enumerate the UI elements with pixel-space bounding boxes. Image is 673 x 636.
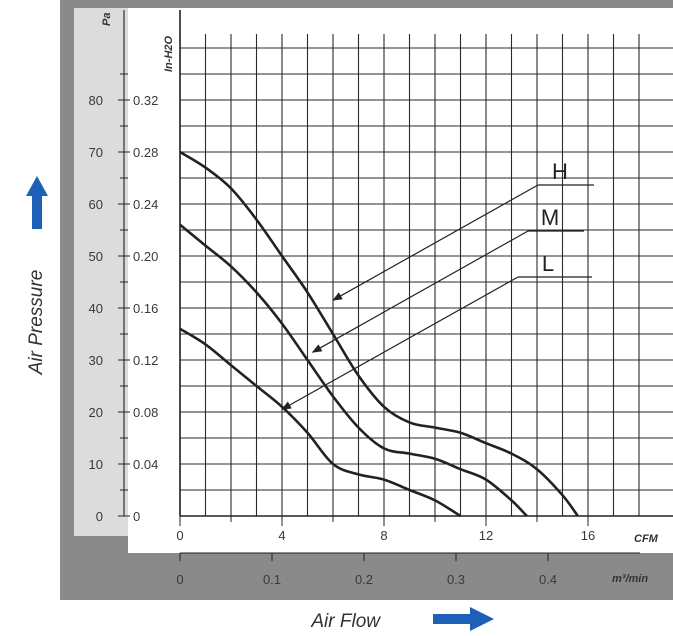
plot-area — [180, 14, 673, 516]
y-tick-label-secondary: 0.28 — [133, 145, 158, 160]
y-tick-label: 80 — [89, 93, 103, 108]
series-line-h — [179, 150, 579, 517]
x-tick-label-secondary: 0.3 — [447, 572, 465, 587]
curve-label-m: M — [541, 205, 559, 230]
up-arrow-icon — [26, 176, 48, 229]
x-tick-label-secondary: 0.4 — [539, 572, 557, 587]
y-tick-label-secondary: 0.24 — [133, 197, 158, 212]
y-tick-label-secondary: 0.04 — [133, 457, 158, 472]
series-line-m — [179, 223, 528, 517]
y-tick-label-secondary: 0.32 — [133, 93, 158, 108]
y-tick-label: 10 — [89, 457, 103, 472]
y-tick-label: 20 — [89, 405, 103, 420]
x-tick-label: 4 — [278, 528, 285, 543]
curve-callouts: HML — [281, 159, 594, 410]
y-tick-label: 50 — [89, 249, 103, 264]
y-tick-label-secondary: 0.16 — [133, 301, 158, 316]
y-tick-label-secondary: 0.08 — [133, 405, 158, 420]
callout-leader-m — [311, 230, 529, 353]
right-arrow-icon — [433, 607, 494, 631]
x-axis-ticks: 0 4 8 12 16 0 0.1 0.2 0.3 0.4 — [176, 516, 595, 587]
callout-leader-l — [281, 276, 519, 410]
y-tick-label-secondary: 0.12 — [133, 353, 158, 368]
x-tick-label-secondary: 0.2 — [355, 572, 373, 587]
x-tick-label-secondary: 0 — [176, 572, 183, 587]
x-tick-label: 8 — [380, 528, 387, 543]
y-tick-label: 0 — [96, 509, 103, 524]
y-unit-primary: Pa — [101, 13, 113, 26]
x-tick-label: 16 — [581, 528, 595, 543]
x-unit-secondary: m³/min — [612, 573, 648, 585]
y-tick-label: 70 — [89, 145, 103, 160]
y-tick-label: 30 — [89, 353, 103, 368]
x-tick-label: 0 — [176, 528, 183, 543]
curve-label-l: L — [542, 251, 554, 276]
y-tick-label: 60 — [89, 197, 103, 212]
x-axis-title: Air Flow — [310, 611, 381, 632]
x-tick-label: 12 — [479, 528, 493, 543]
y-tick-label-secondary: 0.20 — [133, 249, 158, 264]
callout-leader-h — [332, 184, 539, 301]
series-line-l — [179, 327, 462, 518]
curve-label-h: H — [552, 159, 568, 184]
series-group — [179, 150, 579, 518]
bottom-margin — [0, 600, 673, 636]
y-axis-ticks: 0 0 10 0.04 20 0.08 30 0.12 40 0.16 50 0.20 60 0.24 70… — [89, 73, 158, 524]
x-tick-label-secondary: 0.1 — [263, 572, 281, 587]
y-axis-title: Air Pressure — [26, 270, 47, 376]
y-unit-secondary: In-H2O — [163, 36, 175, 73]
axes — [123, 10, 673, 554]
x-unit-primary: CFM — [634, 533, 659, 545]
y-tick-label-secondary: 0 — [133, 509, 140, 524]
y-tick-label: 40 — [89, 301, 103, 316]
